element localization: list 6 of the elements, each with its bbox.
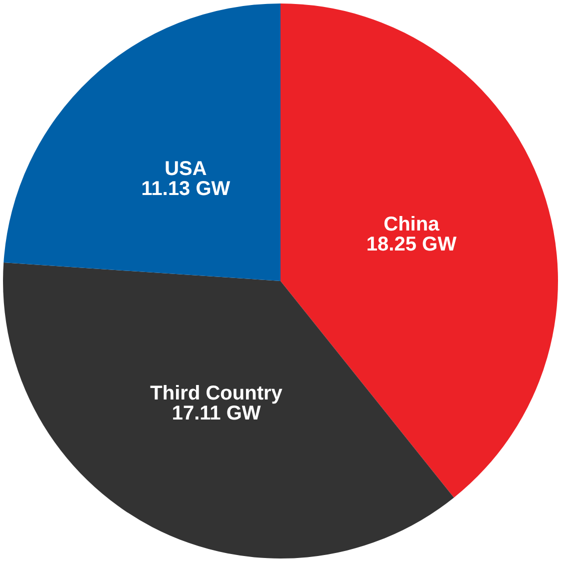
data-label: 11.13 GW — [141, 178, 230, 200]
data-label: 18.25 GW — [366, 234, 457, 256]
slice-label: China — [384, 214, 440, 236]
slice-label: USA — [164, 158, 207, 180]
data-label: 17.11 GW — [172, 402, 261, 425]
slice-label: Third Country — [150, 382, 284, 405]
